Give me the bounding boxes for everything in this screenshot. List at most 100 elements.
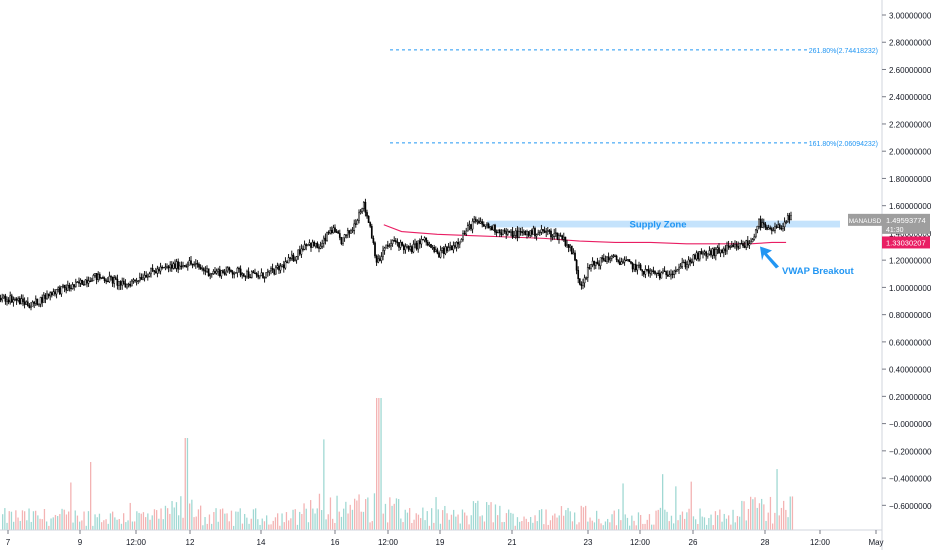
volume-bar (655, 510, 657, 530)
volume-bar (415, 513, 417, 530)
volume-bar (248, 523, 250, 530)
vwap-price-tag (882, 236, 930, 249)
volume-bar (589, 517, 591, 530)
candle-body (540, 229, 543, 233)
volume-bar (90, 462, 92, 530)
candle-body (466, 225, 469, 232)
candle-body (63, 284, 66, 288)
candle-body (350, 230, 352, 234)
candle-body (57, 287, 60, 290)
volume-bar (244, 513, 246, 530)
candle-body (746, 240, 749, 246)
volume-bar (699, 508, 701, 530)
candle-body (138, 277, 141, 282)
volume-bar (464, 512, 466, 530)
candle-body (630, 261, 632, 264)
candle-body (742, 243, 744, 247)
candle-body (487, 223, 490, 229)
volume-bar (123, 513, 125, 530)
volume-bar (475, 503, 477, 530)
volume-bar (398, 499, 400, 530)
volume-bar (96, 517, 98, 530)
candle-body (476, 220, 479, 222)
candle-body (223, 272, 226, 275)
candle-body (700, 251, 703, 255)
candle-body (100, 277, 103, 279)
candle-body (183, 265, 186, 267)
volume-bar (59, 514, 61, 530)
candle-body (737, 245, 740, 249)
volume-bar (710, 514, 712, 530)
volume-bar (494, 504, 497, 530)
volume-bar (501, 522, 503, 530)
candle-body (473, 218, 476, 222)
candle-body (236, 267, 239, 273)
candle-body (385, 244, 388, 249)
candle-body (631, 263, 634, 270)
price-tick-label: 1.00000000 (889, 284, 932, 293)
candle-body (82, 284, 85, 286)
candle-body (382, 250, 384, 257)
candle-body (265, 272, 268, 278)
volume-bar (270, 524, 272, 530)
candle-body (442, 247, 445, 254)
candle-body (158, 268, 160, 272)
candle-body (81, 279, 84, 285)
candle-body (55, 289, 58, 295)
candle-body (20, 298, 23, 305)
candle-body (86, 279, 88, 284)
candle-body (390, 243, 392, 247)
volume-bar (72, 522, 74, 530)
candle-body (319, 245, 322, 249)
volume-bar (409, 508, 411, 530)
volume-bar (492, 522, 494, 530)
volume-bar (538, 510, 541, 530)
candle-body (290, 254, 293, 259)
candle-body (783, 221, 786, 227)
volume-bar (426, 511, 428, 530)
candle-body (231, 271, 234, 275)
candle-body (623, 259, 626, 263)
candle-body (116, 278, 119, 286)
volume-bar (30, 521, 32, 530)
volume-bar (400, 518, 402, 530)
candle-body (372, 238, 375, 243)
candle-body (242, 273, 245, 277)
candle-body (409, 246, 412, 250)
time-tick-label: 14 (257, 538, 266, 547)
candle-body (1, 297, 4, 301)
candle-body (79, 279, 82, 284)
vwap-breakout-label: VWAP Breakout (782, 266, 854, 277)
volume-bar (549, 520, 552, 530)
volume-bar (332, 518, 334, 530)
volume-bar (466, 515, 468, 530)
volume-bar (739, 516, 741, 530)
volume-bar (780, 507, 783, 530)
volume-bar (778, 515, 780, 530)
candle-body (367, 215, 370, 223)
volume-bar (292, 509, 294, 530)
volume-bar (789, 496, 791, 530)
volume-bar (455, 516, 457, 530)
candle-body (201, 268, 204, 270)
volume-bar (505, 513, 508, 530)
volume-bar (378, 398, 380, 530)
volume-bar (222, 508, 224, 530)
candle-body (175, 261, 178, 269)
candle-body (620, 261, 623, 265)
candle-body (641, 269, 644, 272)
candle-body (193, 263, 196, 266)
volume-bar (162, 519, 164, 530)
volume-bar (224, 513, 226, 530)
annotation-layer: VWAP Breakout (760, 246, 854, 277)
candle-body (778, 224, 781, 229)
candle-body (166, 266, 168, 268)
candle-body (460, 239, 463, 243)
candle-body (41, 297, 44, 303)
candle-body (98, 274, 101, 279)
candle-body (90, 280, 93, 282)
candle-body (33, 301, 36, 304)
candle-body (518, 231, 520, 238)
candle-body (217, 269, 220, 272)
